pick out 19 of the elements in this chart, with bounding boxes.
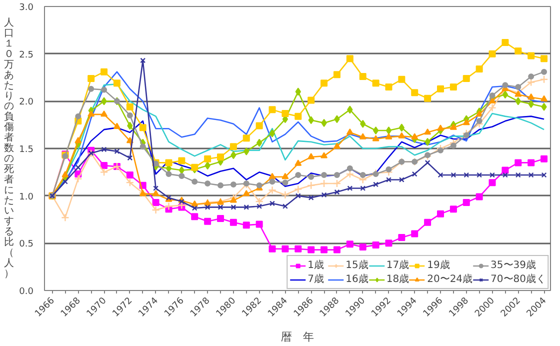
y-tick-label: 0.5: [19, 240, 34, 250]
y-tick-label: 0.0: [19, 287, 34, 297]
legend-label: 20〜24歳: [427, 272, 473, 286]
legend-label: 15歳: [346, 258, 368, 272]
legend-label: 35〜39歳: [490, 258, 536, 272]
y-tick-label: 2.5: [19, 50, 34, 60]
text: 人口１０万あたりの負傷者数の死者にたいする比（人）: [4, 18, 14, 280]
x-axis-title: 暦 年: [281, 330, 314, 344]
y-tick-label: 1.5: [19, 145, 34, 155]
legend-label: 17歳: [386, 258, 410, 272]
y-tick-label: 3.0: [19, 3, 34, 13]
y-tick-label: 1.0: [19, 192, 34, 202]
legend-label: 19歳: [427, 258, 450, 272]
legend-label: 7歳: [308, 272, 325, 286]
legend-label: 70〜80歳く: [490, 272, 546, 286]
legend-label: 16歳: [346, 272, 368, 286]
y-tick-label: 2.0: [19, 98, 34, 108]
legend-label: 1歳: [308, 258, 325, 272]
legend-label: 18歳: [386, 272, 410, 286]
